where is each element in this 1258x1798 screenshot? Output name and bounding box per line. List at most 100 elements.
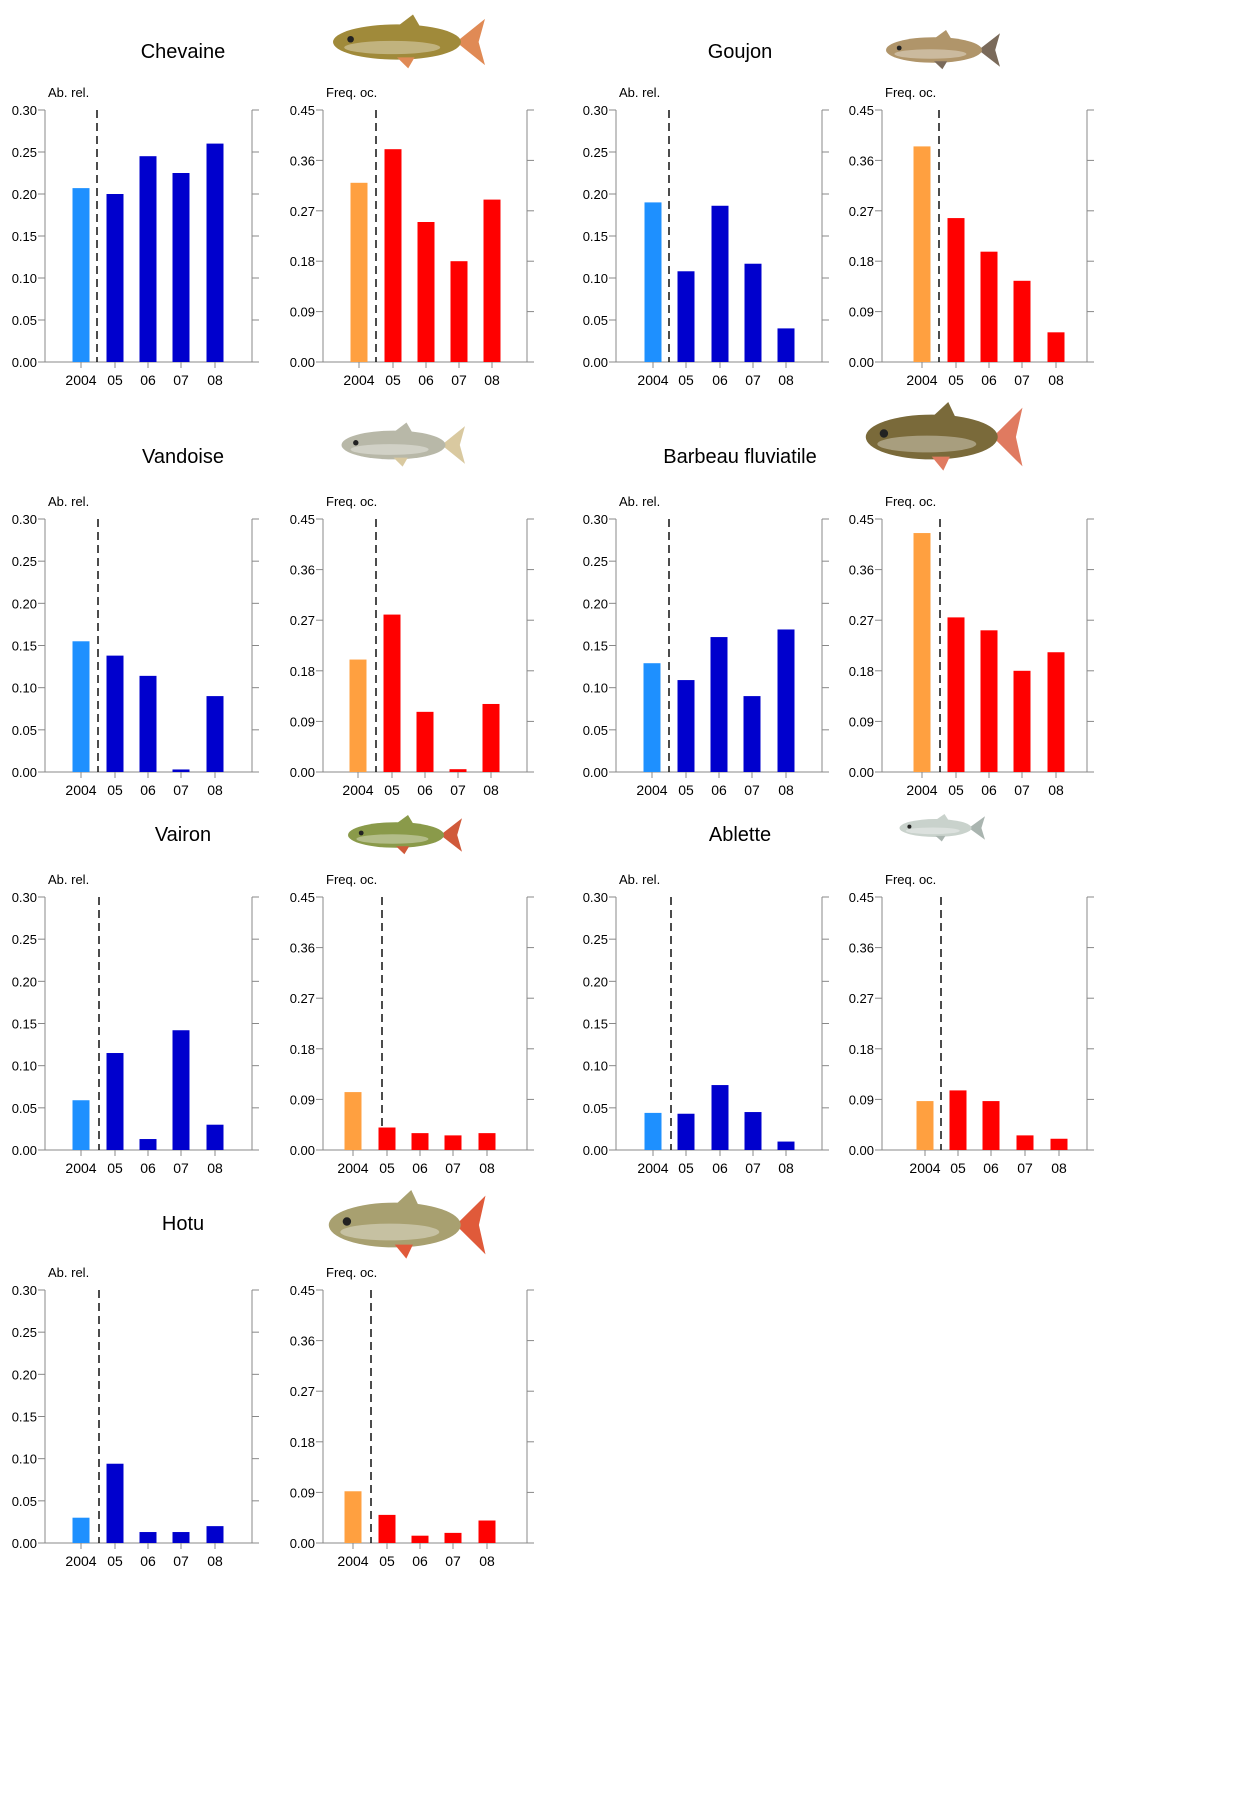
bar-08 <box>1047 332 1065 362</box>
y-tick-label: 0.10 <box>12 271 37 286</box>
x-tick-label: 08 <box>479 1553 495 1569</box>
y-tick-label: 0.00 <box>849 765 874 780</box>
freq-panel-7: Freq. oc. 0.00 0.09 0.18 0.27 0.36 0.45 2004 05 0… <box>849 494 1094 798</box>
bar-06 <box>417 222 435 362</box>
y-tick-label: 0.45 <box>849 103 874 118</box>
bar-08 <box>483 199 501 362</box>
y-tick-label: 0.20 <box>12 1367 37 1382</box>
y-tick-label: 0.45 <box>849 512 874 527</box>
fish-tail-shape <box>456 18 485 66</box>
abundance-panel-6: Ab. rel. 0.00 0.05 0.10 0.15 0.20 0.25 0.30 2004… <box>583 494 829 798</box>
y-tick-label: 0.18 <box>849 1042 874 1057</box>
bar-2004 <box>913 533 931 772</box>
barbel-fish-icon <box>865 402 1023 471</box>
y-tick-label: 0.36 <box>290 941 315 956</box>
freq-panel-11: Freq. oc. 0.00 0.09 0.18 0.27 0.36 0.45 2004 05 0… <box>849 872 1094 1176</box>
x-tick-label: 05 <box>678 782 694 798</box>
y-axis-label: Ab. rel. <box>48 85 89 100</box>
y-tick-label: 0.18 <box>290 1435 315 1450</box>
y-tick-label: 0.18 <box>290 254 315 269</box>
y-tick-label: 0.00 <box>849 355 874 370</box>
x-tick-label: 2004 <box>906 372 937 388</box>
y-tick-label: 0.00 <box>290 1536 315 1551</box>
y-tick-label: 0.30 <box>12 1283 37 1298</box>
x-tick-label: 07 <box>445 1553 461 1569</box>
x-tick-label: 07 <box>1014 782 1030 798</box>
x-tick-label: 2004 <box>65 1553 96 1569</box>
x-tick-label: 08 <box>483 782 499 798</box>
y-tick-label: 0.10 <box>12 1059 37 1074</box>
abundance-panel-4: Ab. rel. 0.00 0.05 0.10 0.15 0.20 0.25 0.30 2004… <box>12 494 259 798</box>
bar-08 <box>206 696 224 772</box>
x-tick-label: 08 <box>1048 372 1064 388</box>
fish-dorsal-fin-shape <box>393 422 413 434</box>
bar-07 <box>744 1112 762 1150</box>
minnow-fish-icon <box>348 815 462 855</box>
fish-body-shape <box>886 37 982 63</box>
x-tick-label: 08 <box>479 1160 495 1176</box>
x-tick-label: 05 <box>107 372 123 388</box>
bar-05 <box>677 271 695 362</box>
bar-2004 <box>72 1517 90 1543</box>
bar-07 <box>449 769 467 772</box>
bar-06 <box>982 1101 1000 1150</box>
y-axis-label: Ab. rel. <box>619 494 660 509</box>
bar-07 <box>450 261 468 362</box>
x-tick-label: 06 <box>412 1160 428 1176</box>
x-tick-label: 05 <box>107 782 123 798</box>
x-tick-label: 2004 <box>636 782 667 798</box>
fish-eye-shape <box>896 45 902 51</box>
bar-06 <box>980 251 998 362</box>
species-title: Vairon <box>155 824 211 846</box>
bar-08 <box>482 703 500 772</box>
fish-dorsal-fin-shape <box>934 30 952 40</box>
y-tick-label: 0.00 <box>12 1536 37 1551</box>
bar-06 <box>711 205 729 362</box>
y-tick-label: 0.09 <box>290 714 315 729</box>
bar-08 <box>777 1141 795 1150</box>
y-tick-label: 0.00 <box>849 1143 874 1158</box>
y-axis-label: Freq. oc. <box>326 494 377 509</box>
bar-05 <box>947 218 965 362</box>
x-tick-label: 07 <box>451 372 467 388</box>
bar-05 <box>677 1113 695 1150</box>
fish-body-shape <box>328 1202 461 1248</box>
bar-08 <box>1050 1138 1068 1150</box>
x-tick-label: 08 <box>207 1553 223 1569</box>
x-tick-label: 05 <box>379 1160 395 1176</box>
fish-dorsal-fin-shape <box>394 1190 420 1208</box>
fish-body-shape <box>348 822 444 848</box>
y-tick-label: 0.20 <box>12 187 37 202</box>
y-tick-label: 0.10 <box>583 1059 608 1074</box>
y-tick-label: 0.15 <box>583 229 608 244</box>
x-tick-label: 2004 <box>909 1160 940 1176</box>
bar-06 <box>139 156 157 362</box>
bar-08 <box>478 1133 496 1150</box>
freq-panel-9: Freq. oc. 0.00 0.09 0.18 0.27 0.36 0.45 2004 05 0… <box>290 872 534 1176</box>
x-tick-label: 06 <box>712 1160 728 1176</box>
freq-panel-1: Freq. oc. 0.00 0.09 0.18 0.27 0.36 0.45 2004 05 0… <box>290 85 534 388</box>
y-tick-label: 0.30 <box>583 103 608 118</box>
bar-07 <box>1013 280 1031 362</box>
y-tick-label: 0.15 <box>583 1017 608 1032</box>
species-title: Barbeau fluviatile <box>663 446 816 468</box>
y-tick-label: 0.36 <box>849 153 874 168</box>
bar-07 <box>743 696 761 772</box>
y-tick-label: 0.25 <box>583 932 608 947</box>
y-tick-label: 0.20 <box>583 974 608 989</box>
fish-body-shape <box>865 414 998 460</box>
x-tick-label: 06 <box>981 372 997 388</box>
x-tick-label: 06 <box>418 372 434 388</box>
bar-2004 <box>344 1092 362 1150</box>
x-tick-label: 07 <box>173 1160 189 1176</box>
x-tick-label: 08 <box>778 372 794 388</box>
y-tick-label: 0.09 <box>849 1092 874 1107</box>
bar-2004 <box>644 202 662 362</box>
species-title: Goujon <box>708 41 773 63</box>
x-tick-label: 06 <box>140 372 156 388</box>
y-axis-label: Ab. rel. <box>619 872 660 887</box>
fish-body-shape <box>341 430 446 460</box>
x-tick-label: 07 <box>1014 372 1030 388</box>
bar-07 <box>744 263 762 362</box>
